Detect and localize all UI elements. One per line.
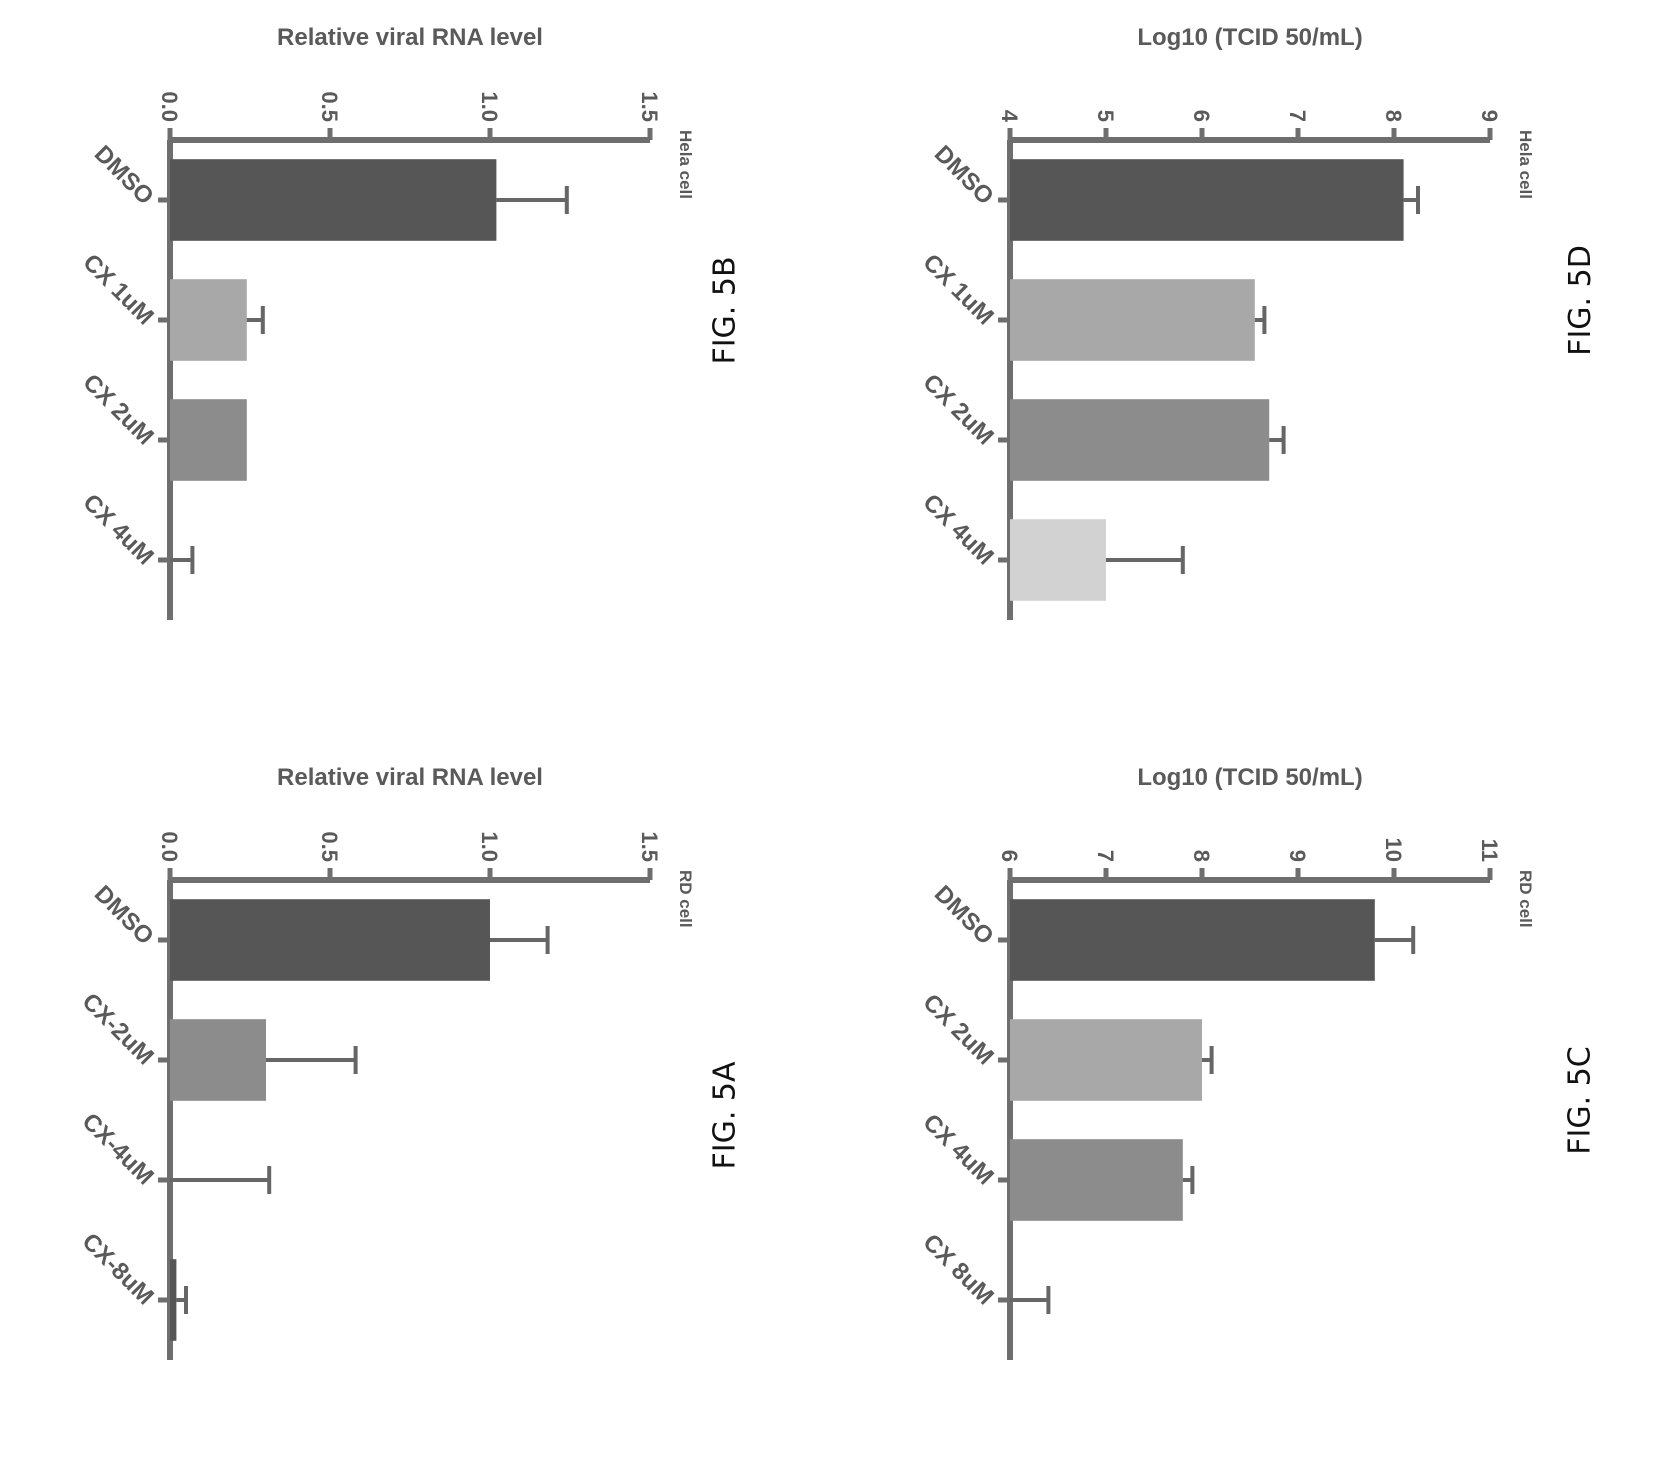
chart-panel-5b: Hela cell Relative viral RNA level 0.0 0.5 1…: [78, 24, 695, 620]
chart-panel-5c: RD cell Log10 (TCID 50/mL) 6 7 8 9 10 11 DMSO CX …: [918, 764, 1535, 1360]
y-tick-label: 0.0: [157, 91, 182, 122]
y-tick-label: 9: [1477, 110, 1502, 122]
y-tick-label: 1.5: [637, 831, 662, 862]
x-tick-label: CX-4uM: [77, 1108, 159, 1190]
chart-subtitle: RD cell: [1516, 870, 1535, 928]
x-tick-label: CX 4uM: [78, 489, 159, 570]
x-tick-label: CX 4uM: [918, 489, 999, 570]
y-tick-label: 11: [1477, 839, 1502, 862]
y-tick-label: 4: [997, 110, 1022, 123]
x-tick-label: CX 2uM: [918, 989, 999, 1070]
x-tick-label: CX-8uM: [77, 1228, 159, 1310]
bar: [1009, 1139, 1183, 1221]
y-tick-label: 6: [1189, 110, 1214, 122]
bar: [169, 279, 247, 361]
chart-panel-5d: Hela cell Log10 (TCID 50/mL) 4 5 6 7 8 9 DMSO CX …: [918, 24, 1535, 620]
x-tick-label: DMSO: [929, 880, 999, 950]
bar: [170, 1019, 266, 1101]
figure-caption: FIG. 5A: [707, 1060, 743, 1170]
bar: [170, 899, 490, 981]
bar: [1010, 399, 1270, 481]
y-tick-label: 0.5: [317, 91, 342, 122]
bar: [170, 159, 497, 241]
y-tick-label: 1.0: [477, 831, 502, 862]
y-tick-label: 9: [1285, 850, 1310, 862]
bar: [1010, 1019, 1202, 1101]
x-tick-label: CX 8uM: [918, 1229, 999, 1310]
y-tick-label: 1.0: [477, 91, 502, 122]
bar: [1010, 159, 1404, 241]
figure-caption: FIG. 5C: [1562, 1045, 1598, 1155]
y-axis-label: Log10 (TCID 50/mL): [1137, 24, 1362, 51]
y-tick-label: 7: [1285, 110, 1310, 122]
y-axis-label: Relative viral RNA level: [277, 764, 543, 791]
y-axis-label: Relative viral RNA level: [277, 24, 543, 51]
y-tick-label: 8: [1189, 850, 1214, 862]
x-tick-label: DMSO: [89, 140, 159, 210]
y-tick-label: 0.5: [317, 831, 342, 862]
x-tick-label: CX-2uM: [77, 988, 159, 1070]
figure-caption: FIG. 5D: [1562, 244, 1598, 356]
chart-subtitle: RD cell: [676, 870, 695, 928]
bar: [1010, 899, 1375, 981]
y-axis-label: Log10 (TCID 50/mL): [1137, 764, 1362, 791]
bar: [169, 399, 247, 481]
chart-subtitle: Hela cell: [1516, 130, 1535, 199]
x-tick-label: CX 2uM: [78, 369, 159, 450]
bar: [1010, 519, 1106, 601]
x-tick-label: CX 4uM: [918, 1109, 999, 1190]
y-tick-label: 6: [997, 850, 1022, 862]
y-tick-label: 0.0: [157, 831, 182, 862]
chart-subtitle: Hela cell: [676, 130, 695, 199]
x-tick-label: CX 1uM: [78, 249, 159, 330]
x-tick-label: DMSO: [89, 880, 159, 950]
x-tick-label: CX 2uM: [918, 369, 999, 450]
y-tick-label: 10: [1381, 838, 1406, 862]
figure-caption: FIG. 5B: [707, 255, 743, 365]
y-tick-label: 8: [1381, 110, 1406, 122]
x-tick-label: CX 1uM: [918, 249, 999, 330]
x-tick-label: DMSO: [929, 140, 999, 210]
y-tick-label: 1.5: [637, 91, 662, 122]
y-tick-label: 5: [1093, 110, 1118, 122]
bar: [1009, 279, 1255, 361]
bar: [170, 1259, 177, 1341]
chart-panel-5a: RD cell Relative viral RNA level 0.0 0.5 1.0…: [77, 764, 695, 1360]
y-tick-label: 7: [1093, 850, 1118, 862]
